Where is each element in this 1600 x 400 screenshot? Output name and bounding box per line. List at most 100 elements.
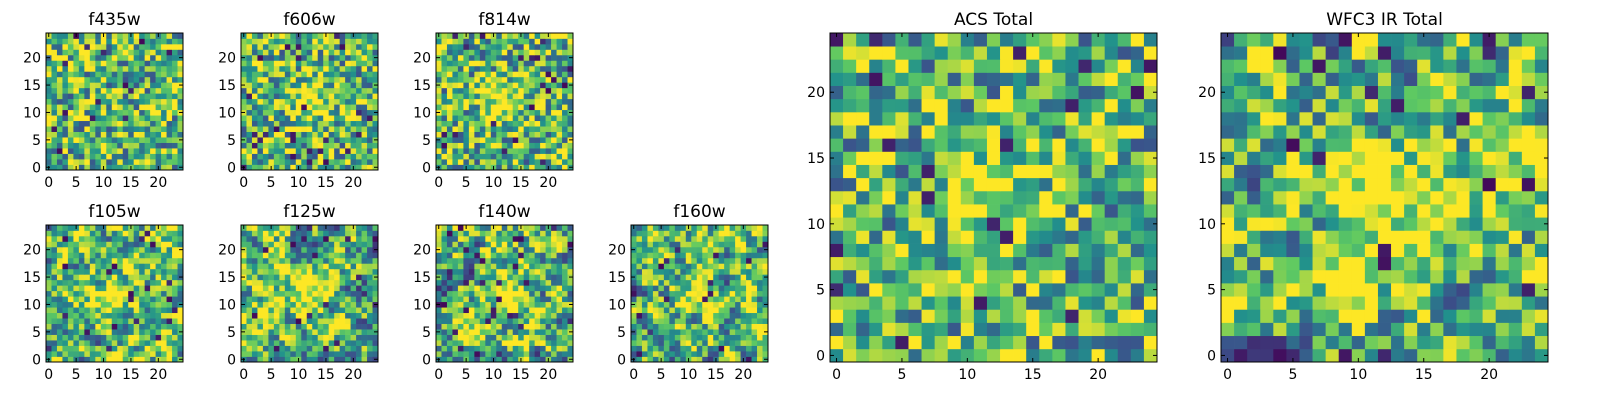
heatmap-cell xyxy=(246,290,253,297)
heatmap-cell xyxy=(155,65,162,72)
heatmap-cell xyxy=(334,60,340,67)
heatmap-cell xyxy=(496,268,503,275)
heatmap-cell xyxy=(317,104,324,111)
heatmap-cell xyxy=(1026,322,1040,337)
heatmap-cell xyxy=(46,115,52,122)
heatmap-cell xyxy=(144,312,151,319)
heatmap-cell xyxy=(62,109,69,116)
heatmap-cell xyxy=(501,235,508,242)
heatmap-cell xyxy=(895,348,909,363)
heatmap-cell xyxy=(843,348,857,363)
heatmap-cell xyxy=(436,285,442,292)
heatmap-cell xyxy=(301,290,308,297)
heatmap-cell xyxy=(669,225,676,231)
heatmap-cell xyxy=(501,49,508,56)
heatmap-cell xyxy=(729,356,736,363)
heatmap-cell xyxy=(73,43,80,50)
heatmap-cell xyxy=(323,318,330,324)
heatmap-cell xyxy=(150,153,156,160)
heatmap-cell xyxy=(534,246,541,253)
heatmap-cell xyxy=(567,76,574,83)
heatmap-cell xyxy=(257,49,264,56)
heatmap-cell xyxy=(523,76,530,83)
heatmap-cell xyxy=(177,340,184,346)
heatmap-cell xyxy=(172,131,178,138)
heatmap-cell xyxy=(474,318,481,324)
heatmap-cell xyxy=(273,257,280,264)
heatmap-cell xyxy=(496,87,503,94)
heatmap-cell xyxy=(474,60,481,67)
heatmap-cell xyxy=(1052,283,1066,297)
heatmap-cell xyxy=(729,329,736,335)
heatmap-cell xyxy=(89,323,96,330)
heatmap-cell xyxy=(334,274,340,281)
heatmap-cell xyxy=(707,323,714,330)
heatmap-cell xyxy=(128,98,135,105)
heatmap-cell xyxy=(921,322,935,337)
heatmap-cell xyxy=(636,246,643,253)
heatmap-cell xyxy=(545,340,552,346)
heatmap-cell xyxy=(556,241,563,248)
heatmap-cell xyxy=(641,323,648,330)
heatmap-cell xyxy=(707,257,714,264)
heatmap-cell xyxy=(751,246,758,253)
heatmap-cell xyxy=(117,356,124,363)
heatmap-cell xyxy=(155,120,162,127)
heatmap-cell xyxy=(328,148,335,154)
heatmap-cell xyxy=(46,263,52,270)
heatmap-cell xyxy=(89,340,96,346)
heatmap-cell xyxy=(339,98,346,105)
heatmap-cell xyxy=(161,76,167,83)
heatmap-cell xyxy=(367,159,373,165)
heatmap-cell xyxy=(106,312,113,319)
heatmap-cell xyxy=(529,131,535,138)
heatmap-cell xyxy=(663,340,670,346)
heatmap-cell xyxy=(372,345,379,352)
heatmap-cell xyxy=(62,115,69,122)
heatmap-cell xyxy=(279,98,286,105)
heatmap-cell xyxy=(295,268,302,275)
heatmap-cell xyxy=(746,301,752,308)
heatmap-cell xyxy=(111,142,118,149)
heatmap-cell xyxy=(446,109,453,116)
heatmap-cell xyxy=(111,120,118,127)
heatmap-cell xyxy=(328,38,335,45)
heatmap-cell xyxy=(485,329,492,335)
heatmap-cell xyxy=(474,104,481,111)
heatmap-cell xyxy=(367,301,373,308)
heatmap-cell xyxy=(295,312,302,319)
heatmap-cell xyxy=(729,334,736,341)
heatmap-cell xyxy=(523,137,530,143)
heatmap-cell xyxy=(317,334,324,341)
heatmap-cell xyxy=(947,296,962,310)
heatmap-cell xyxy=(317,296,324,303)
heatmap-cell xyxy=(339,93,346,100)
heatmap-cell xyxy=(150,285,156,292)
heatmap-cell xyxy=(166,76,173,83)
heatmap-cell xyxy=(301,356,308,363)
heatmap-cell xyxy=(372,312,379,319)
heatmap-cell xyxy=(100,279,107,286)
heatmap-cell xyxy=(128,301,135,308)
heatmap-cell xyxy=(441,148,448,154)
heatmap-cell xyxy=(356,235,362,242)
heatmap-cell xyxy=(295,71,302,78)
heatmap-cell xyxy=(947,204,962,218)
heatmap-cell xyxy=(523,54,530,61)
heatmap-cell xyxy=(658,312,665,319)
heatmap-cell xyxy=(78,120,85,127)
heatmap-cell xyxy=(279,312,286,319)
heatmap-cell xyxy=(51,230,58,237)
heatmap-cell xyxy=(457,356,464,363)
heatmap-cell xyxy=(372,252,379,259)
heatmap-cell xyxy=(551,312,557,319)
heatmap-cell xyxy=(73,318,80,324)
heatmap-cell xyxy=(345,131,351,138)
heatmap-cell xyxy=(674,279,681,286)
heatmap-cell xyxy=(696,235,703,242)
heatmap-cell xyxy=(100,296,107,303)
y-tick-label: 5 xyxy=(422,325,431,341)
heatmap-cell xyxy=(128,290,135,297)
heatmap-cell xyxy=(279,290,286,297)
heatmap-cell xyxy=(155,257,162,264)
